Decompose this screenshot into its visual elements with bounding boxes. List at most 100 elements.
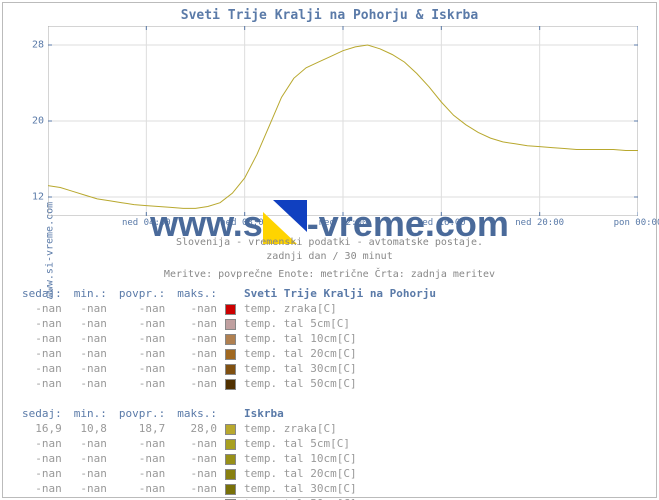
station-name: Sveti Trije Kralji na Pohorju (238, 286, 442, 301)
series-swatch (223, 496, 238, 500)
cell-min: -nan (68, 436, 113, 451)
series-label: temp. tal 50cm[C] (238, 496, 442, 500)
series-label: temp. tal 30cm[C] (238, 361, 442, 376)
series-label: temp. tal 5cm[C] (238, 436, 442, 451)
col-maks: maks.: (171, 406, 223, 421)
table-row: 16,910,818,728,0temp. zraka[C] (16, 421, 442, 436)
y-tick-label: 28 (32, 40, 48, 51)
chart-plot: 122028ned 04:00ned 08:00ned 12:00ned 16:… (48, 26, 638, 216)
cell-sedaj: -nan (16, 361, 68, 376)
col-maks: maks.: (171, 286, 223, 301)
cell-povpr: -nan (113, 301, 171, 316)
series-label: temp. zraka[C] (238, 421, 442, 436)
cell-min: -nan (68, 346, 113, 361)
cell-povpr: -nan (113, 316, 171, 331)
cell-sedaj: -nan (16, 466, 68, 481)
series-swatch (223, 346, 238, 361)
table-row: -nan-nan-nan-nantemp. tal 5cm[C] (16, 316, 442, 331)
subtitle-line1: Slovenija - vremenski podatki - avtomats… (0, 236, 659, 250)
cell-min: -nan (68, 451, 113, 466)
cell-min: 10,8 (68, 421, 113, 436)
cell-povpr: -nan (113, 331, 171, 346)
subtitle-line3: Meritve: povprečne Enote: metrične Črta:… (0, 268, 659, 282)
x-tick-label: pon 00:00 (614, 216, 659, 228)
cell-sedaj: -nan (16, 451, 68, 466)
series-swatch (223, 376, 238, 391)
col-min: min.: (68, 406, 113, 421)
series-label: temp. zraka[C] (238, 301, 442, 316)
cell-povpr: -nan (113, 496, 171, 500)
series-swatch (223, 331, 238, 346)
cell-maks: -nan (171, 436, 223, 451)
cell-sedaj: -nan (16, 436, 68, 451)
series-swatch (223, 436, 238, 451)
series-swatch (223, 361, 238, 376)
cell-min: -nan (68, 361, 113, 376)
cell-min: -nan (68, 301, 113, 316)
cell-min: -nan (68, 376, 113, 391)
cell-sedaj: -nan (16, 301, 68, 316)
cell-min: -nan (68, 496, 113, 500)
x-tick-label: ned 20:00 (515, 216, 564, 228)
table-row: -nan-nan-nan-nantemp. tal 50cm[C] (16, 376, 442, 391)
table-row: -nan-nan-nan-nantemp. tal 10cm[C] (16, 451, 442, 466)
cell-povpr: -nan (113, 481, 171, 496)
series-label: temp. tal 20cm[C] (238, 346, 442, 361)
cell-maks: -nan (171, 376, 223, 391)
table-row: -nan-nan-nan-nantemp. tal 30cm[C] (16, 481, 442, 496)
series-label: temp. tal 10cm[C] (238, 451, 442, 466)
cell-maks: -nan (171, 481, 223, 496)
cell-maks: -nan (171, 361, 223, 376)
x-tick-label: ned 12:00 (319, 216, 368, 228)
col-sedaj: sedaj: (16, 286, 68, 301)
cell-sedaj: -nan (16, 331, 68, 346)
cell-povpr: -nan (113, 376, 171, 391)
table-row: -nan-nan-nan-nantemp. tal 20cm[C] (16, 346, 442, 361)
table-row: -nan-nan-nan-nantemp. tal 5cm[C] (16, 436, 442, 451)
cell-min: -nan (68, 466, 113, 481)
series-swatch (223, 451, 238, 466)
cell-min: -nan (68, 316, 113, 331)
station-name: Iskrba (238, 406, 442, 421)
cell-min: -nan (68, 481, 113, 496)
cell-maks: -nan (171, 331, 223, 346)
cell-min: -nan (68, 331, 113, 346)
series-swatch (223, 481, 238, 496)
cell-sedaj: -nan (16, 481, 68, 496)
table-header-row: sedaj:min.:povpr.:maks.:Sveti Trije Kral… (16, 286, 442, 301)
cell-povpr: -nan (113, 451, 171, 466)
series-swatch (223, 466, 238, 481)
series-swatch (223, 301, 238, 316)
x-tick-label: ned 16:00 (417, 216, 466, 228)
col-povpr: povpr.: (113, 406, 171, 421)
chart-title: Sveti Trije Kralji na Pohorju & Iskrba (0, 8, 659, 23)
series-swatch (223, 421, 238, 436)
y-tick-label: 20 (32, 116, 48, 127)
cell-maks: -nan (171, 466, 223, 481)
subtitle-line2: zadnji dan / 30 minut (0, 250, 659, 264)
cell-povpr: -nan (113, 361, 171, 376)
table-header-row: sedaj:min.:povpr.:maks.:Iskrba (16, 406, 442, 421)
cell-sedaj: 16,9 (16, 421, 68, 436)
col-povpr: povpr.: (113, 286, 171, 301)
series-label: temp. tal 10cm[C] (238, 331, 442, 346)
table-row: -nan-nan-nan-nantemp. tal 10cm[C] (16, 331, 442, 346)
table-row: -nan-nan-nan-nantemp. zraka[C] (16, 301, 442, 316)
data-table: sedaj:min.:povpr.:maks.:Sveti Trije Kral… (16, 286, 442, 500)
cell-povpr: -nan (113, 346, 171, 361)
x-tick-label: ned 04:00 (122, 216, 171, 228)
table-row: -nan-nan-nan-nantemp. tal 20cm[C] (16, 466, 442, 481)
cell-sedaj: -nan (16, 496, 68, 500)
cell-povpr: -nan (113, 466, 171, 481)
chart-svg (48, 26, 638, 216)
series-label: temp. tal 5cm[C] (238, 316, 442, 331)
cell-maks: -nan (171, 496, 223, 500)
data-table-area: sedaj:min.:povpr.:maks.:Sveti Trije Kral… (16, 286, 649, 500)
series-swatch (223, 316, 238, 331)
cell-maks: 28,0 (171, 421, 223, 436)
cell-maks: -nan (171, 451, 223, 466)
x-tick-label: ned 08:00 (220, 216, 269, 228)
cell-maks: -nan (171, 346, 223, 361)
cell-maks: -nan (171, 316, 223, 331)
cell-sedaj: -nan (16, 316, 68, 331)
